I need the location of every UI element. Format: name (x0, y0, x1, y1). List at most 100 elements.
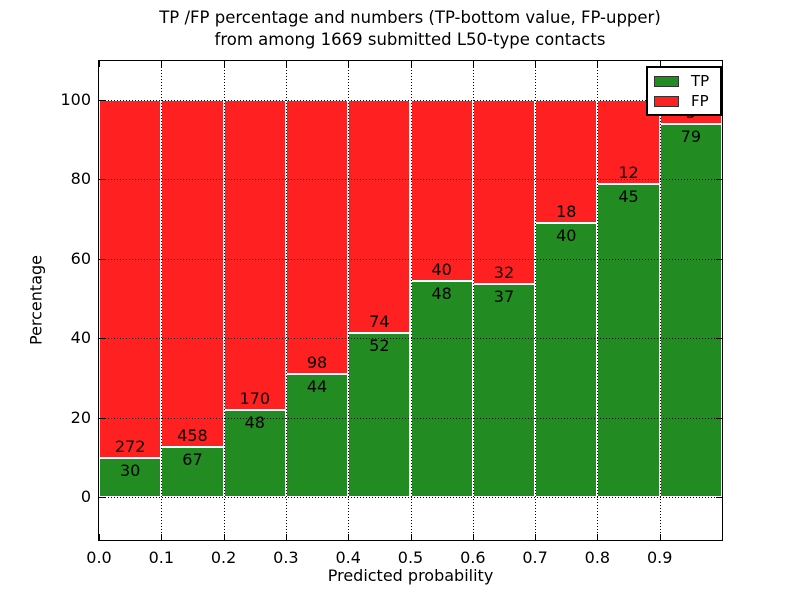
fp-count-label: 40 (431, 259, 452, 279)
y-tick-label: 0 (80, 487, 91, 507)
fp-count-label: 98 (306, 353, 328, 373)
tp-count-label: 45 (618, 186, 639, 206)
bar-fp-segment (223, 99, 286, 410)
plot-area: 2723045867170489844745240483237184012455… (60, 61, 722, 567)
y-tick-mark (716, 497, 722, 499)
bar-tp-segment (410, 280, 473, 498)
x-tick-label: 0.1 (148, 548, 175, 567)
vertical-gridline (535, 61, 537, 540)
bar-fp-segment (99, 99, 162, 458)
bar-tp-segment (597, 183, 660, 498)
x-tick-mark (99, 534, 100, 540)
chart-title-line1: TP /FP percentage and numbers (TP-bottom… (159, 8, 661, 27)
x-tick-label: 0.8 (584, 548, 611, 567)
x-tick-mark (597, 534, 599, 540)
tp-count-label: 40 (556, 226, 577, 246)
x-tick-mark (472, 534, 474, 540)
vertical-gridline (659, 61, 661, 540)
x-tick-mark (535, 61, 537, 67)
x-tick-label: 0.3 (273, 548, 299, 567)
y-tick-mark (716, 258, 722, 260)
fp-color-swatch (654, 96, 679, 107)
x-tick-label: 0.0 (86, 548, 112, 567)
x-tick-mark (410, 61, 412, 67)
vertical-gridline (472, 61, 474, 540)
legend-entry-fp: FP (654, 93, 720, 110)
x-tick-label: 0.2 (210, 548, 237, 567)
bar-fp-segment (348, 99, 411, 334)
tp-color-swatch (654, 76, 679, 87)
bar-fp-segment (161, 99, 224, 447)
vertical-gridline (285, 61, 287, 540)
plot-frame: 2723045867170489844745240483237184012455… (60, 60, 723, 567)
x-tick-mark (161, 61, 163, 67)
bar-tp-segment (285, 374, 349, 498)
vertical-gridline (597, 61, 599, 540)
bar-tp-segment (99, 457, 162, 498)
x-tick-mark (285, 534, 287, 540)
x-tick-label: 0.9 (646, 548, 673, 567)
x-tick-mark (161, 534, 163, 540)
y-tick-mark (716, 179, 722, 181)
tp-count-label: 79 (680, 126, 702, 146)
x-tick-mark (410, 534, 412, 540)
chart-title: TP /FP percentage and numbers (TP-bottom… (60, 7, 760, 51)
fp-count-label: 458 (177, 425, 208, 445)
fp-count-label: 272 (114, 437, 146, 456)
x-tick-label: 0.7 (522, 548, 548, 567)
x-tick-label: 0.4 (335, 548, 361, 567)
vertical-gridline (161, 61, 163, 540)
x-tick-label: 0.5 (397, 548, 424, 567)
y-tick-mark (716, 417, 722, 419)
x-tick-label: 0.6 (460, 548, 486, 567)
bar-tp-segment (535, 223, 598, 498)
x-tick-mark (285, 61, 287, 67)
x-tick-mark (223, 61, 225, 67)
fp-count-label: 74 (369, 312, 390, 332)
bar-fp-segment (410, 99, 473, 281)
x-tick-mark (535, 534, 537, 540)
legend: TP FP (646, 66, 722, 116)
vertical-gridline (223, 61, 225, 540)
tp-count-label: 48 (431, 283, 452, 303)
bar-tp-segment (161, 446, 224, 498)
vertical-gridline (348, 61, 350, 540)
y-tick-mark (99, 258, 105, 260)
bar-fp-segment (285, 99, 349, 375)
legend-label-tp: TP (691, 72, 710, 90)
y-tick-label: 60 (70, 248, 91, 268)
x-tick-mark (659, 61, 661, 67)
x-axis-label: Predicted probability (327, 566, 494, 585)
x-tick-mark (597, 61, 599, 67)
tp-count-label: 67 (182, 449, 203, 469)
fp-count-label: 32 (493, 263, 515, 283)
bar-tp-segment (472, 284, 536, 498)
y-tick-label: 80 (70, 169, 91, 189)
tp-count-label: 48 (244, 412, 265, 432)
tp-count-label: 37 (493, 287, 515, 307)
y-tick-mark (99, 338, 105, 340)
bar-fp-segment (472, 99, 536, 285)
y-tick-mark (99, 497, 105, 499)
y-tick-mark (99, 179, 105, 181)
x-tick-mark (659, 534, 661, 540)
x-tick-mark (348, 534, 350, 540)
x-tick-mark (472, 61, 474, 67)
fp-count-label: 18 (556, 202, 577, 222)
vertical-gridline (410, 61, 412, 540)
tp-count-label: 30 (119, 460, 141, 480)
fp-count-label: 12 (618, 162, 639, 182)
chart-title-line2: from among 1669 submitted L50-type conta… (214, 30, 606, 49)
legend-label-fp: FP (691, 92, 709, 110)
x-tick-mark (99, 61, 100, 67)
tp-count-label: 44 (306, 377, 328, 397)
y-tick-label: 40 (70, 328, 91, 348)
y-tick-label: 100 (60, 89, 91, 109)
fp-count-label: 170 (239, 388, 271, 408)
tp-count-label: 52 (369, 336, 390, 356)
x-tick-mark (348, 61, 350, 67)
x-tick-mark (223, 534, 225, 540)
y-tick-mark (716, 338, 722, 340)
y-tick-mark (99, 99, 105, 101)
